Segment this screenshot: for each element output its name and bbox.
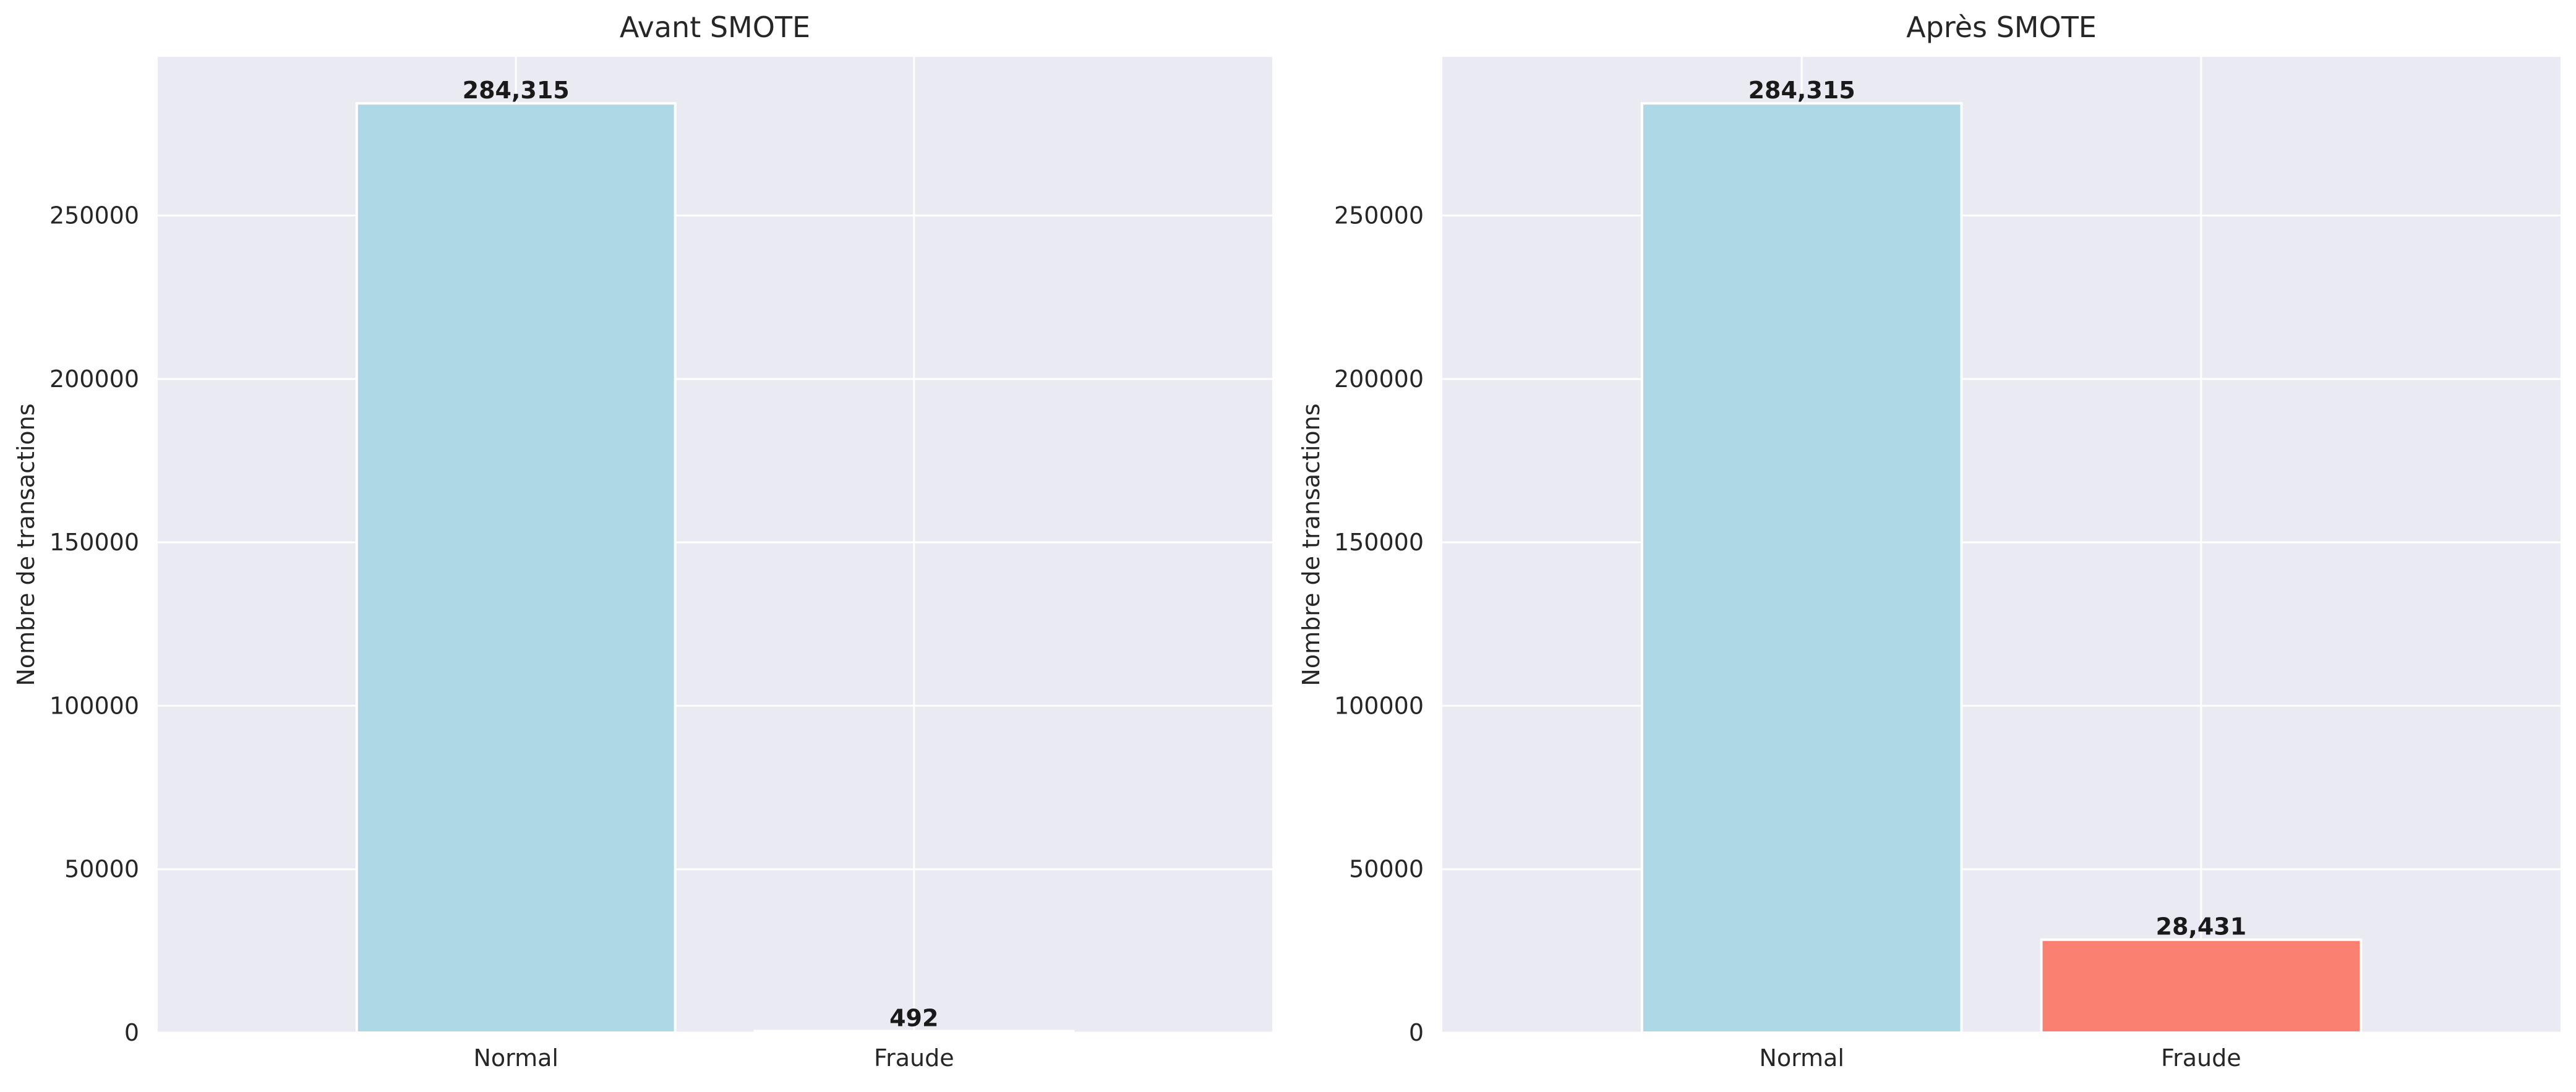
- chart-title: Avant SMOTE: [620, 11, 810, 44]
- y-tick-label: 50000: [64, 856, 139, 883]
- bar-value-label: 492: [889, 1004, 938, 1031]
- bar-value-label: 284,315: [463, 77, 570, 104]
- x-tick-label: Fraude: [874, 1044, 954, 1072]
- plot-area: [1442, 57, 2561, 1033]
- bar-normal: [1640, 102, 1963, 1034]
- bar-fraude: [2040, 938, 2363, 1034]
- bar-normal: [355, 102, 677, 1034]
- chart-panel-before-smote: 0 50000 100000 150000 200000 250000 284,315 Nor…: [12, 11, 1272, 1072]
- y-tick-label: 200000: [49, 365, 139, 393]
- y-tick-label: 150000: [49, 529, 139, 556]
- y-axis-label: Nombre de transactions: [12, 403, 40, 686]
- y-tick-label: 0: [124, 1019, 139, 1046]
- y-axis-label: Nombre de transactions: [1298, 403, 1325, 686]
- y-tick-label: 0: [1409, 1019, 1424, 1046]
- chart-title: Après SMOTE: [1906, 11, 2097, 44]
- y-tick-label: 250000: [49, 202, 139, 229]
- chart-panel-after-smote: 0 50000 100000 150000 200000 250000 284,315 Nor…: [1298, 11, 2561, 1072]
- bar-fraude: [753, 1030, 1075, 1034]
- y-tick-label: 250000: [1334, 202, 1424, 229]
- bar-value-label: 28,431: [2156, 913, 2247, 941]
- x-tick-label: Fraude: [2161, 1044, 2241, 1072]
- bar-value-label: 284,315: [1748, 77, 1855, 104]
- y-tick-label: 50000: [1349, 856, 1424, 883]
- y-tick-label: 150000: [1334, 529, 1424, 556]
- x-tick-label: Normal: [1759, 1044, 1844, 1072]
- y-tick-label: 100000: [49, 692, 139, 719]
- y-tick-label: 100000: [1334, 692, 1424, 719]
- y-tick-label: 200000: [1334, 365, 1424, 393]
- x-tick-label: Normal: [473, 1044, 558, 1072]
- plot-area: [158, 57, 1272, 1033]
